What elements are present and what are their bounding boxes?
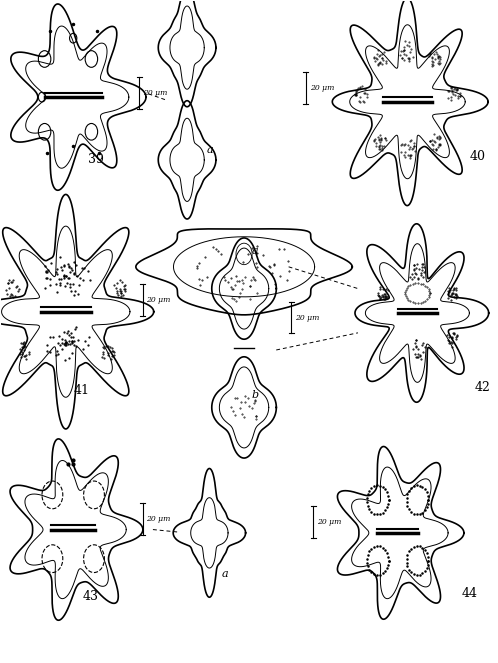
Text: 44: 44	[462, 587, 478, 600]
Text: 40: 40	[470, 150, 486, 163]
Text: 20 μm: 20 μm	[310, 84, 334, 92]
Text: 20 μm: 20 μm	[146, 296, 171, 304]
Text: 20 μm: 20 μm	[146, 515, 171, 523]
Text: 43: 43	[83, 590, 99, 603]
Text: b: b	[251, 390, 258, 400]
Text: a: a	[207, 145, 214, 155]
Text: a: a	[251, 245, 258, 256]
Text: 42: 42	[474, 381, 490, 394]
Text: a: a	[222, 569, 229, 579]
Text: 41: 41	[73, 385, 89, 397]
Text: 20 μm: 20 μm	[143, 89, 167, 97]
Text: 20 μm: 20 μm	[295, 314, 319, 322]
Text: 39: 39	[88, 153, 104, 166]
Text: 20 μm: 20 μm	[317, 518, 342, 526]
